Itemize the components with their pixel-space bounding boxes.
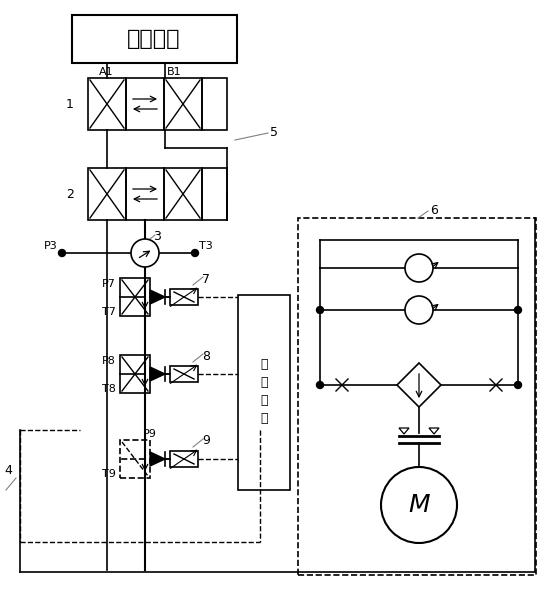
Text: A1: A1 (99, 67, 113, 77)
Bar (170, 366, 198, 382)
Text: P3: P3 (44, 241, 58, 251)
Circle shape (191, 249, 198, 256)
Bar (88, 78, 126, 130)
Polygon shape (397, 363, 441, 407)
Circle shape (317, 381, 323, 388)
Bar (164, 78, 202, 130)
Bar (88, 168, 126, 220)
Polygon shape (150, 290, 165, 304)
Bar (126, 78, 164, 130)
Polygon shape (429, 428, 439, 434)
Text: 控
制
单
元: 控 制 单 元 (260, 359, 268, 426)
Polygon shape (150, 452, 165, 466)
Text: P8: P8 (102, 356, 116, 366)
Bar (164, 168, 202, 220)
Text: 8: 8 (202, 349, 210, 362)
Bar (120, 278, 150, 316)
Text: 4: 4 (4, 464, 12, 477)
Polygon shape (150, 367, 165, 381)
Bar (120, 355, 150, 393)
Bar (120, 440, 150, 478)
Bar (202, 78, 227, 130)
Text: B1: B1 (167, 67, 181, 77)
Text: 3: 3 (153, 230, 161, 243)
Text: 推进油路: 推进油路 (127, 29, 181, 49)
Circle shape (405, 254, 433, 282)
Text: 7: 7 (202, 272, 210, 285)
Text: T9: T9 (102, 469, 116, 479)
Text: 1: 1 (66, 98, 74, 111)
Bar (126, 168, 164, 220)
Bar (202, 168, 227, 220)
Circle shape (131, 239, 159, 267)
Text: T8: T8 (102, 384, 116, 394)
Circle shape (381, 467, 457, 543)
Text: T7: T7 (102, 307, 116, 317)
Text: 9: 9 (202, 435, 210, 448)
Bar (72, 15, 237, 63)
Bar (238, 295, 290, 490)
Bar (170, 451, 198, 467)
Circle shape (515, 381, 522, 388)
Circle shape (317, 307, 323, 314)
Circle shape (515, 307, 522, 314)
Circle shape (405, 296, 433, 324)
Text: 6: 6 (430, 204, 438, 217)
Text: P9: P9 (143, 429, 157, 439)
Text: M: M (408, 493, 430, 517)
Bar (298, 218, 536, 575)
Text: P7: P7 (102, 279, 116, 289)
Bar (170, 289, 198, 305)
Text: 5: 5 (270, 126, 278, 139)
Text: T3: T3 (199, 241, 213, 251)
Polygon shape (399, 428, 409, 434)
Text: 2: 2 (66, 188, 74, 201)
Circle shape (59, 249, 66, 256)
